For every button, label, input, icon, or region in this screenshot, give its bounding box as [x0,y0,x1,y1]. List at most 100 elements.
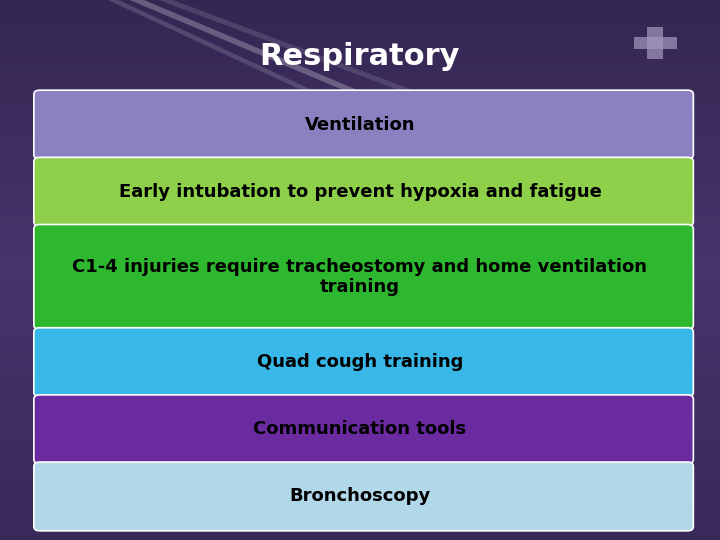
Bar [0,227,720,231]
Bar [0,259,720,263]
Bar [0,61,720,65]
Bar [0,393,720,396]
Bar [0,231,720,234]
Bar [0,263,720,266]
Bar [0,25,720,29]
Bar [0,479,720,482]
Bar [0,414,720,417]
Bar [0,205,720,209]
Bar [0,266,720,270]
Bar [0,536,720,540]
Bar [0,238,720,241]
Bar [0,421,720,425]
FancyBboxPatch shape [634,37,677,49]
Bar [0,126,720,130]
Bar [0,11,720,15]
Bar [0,65,720,69]
Bar [0,123,720,126]
Bar [0,417,720,421]
Bar [0,374,720,378]
Bar [0,285,720,288]
Bar [0,511,720,515]
Bar [0,277,720,281]
Bar [0,93,720,97]
Bar [0,223,720,227]
Bar [0,335,720,339]
Bar [0,184,720,187]
Bar [0,36,720,39]
Bar [0,241,720,245]
Bar [0,356,720,360]
Bar [0,83,720,86]
Bar [0,119,720,123]
Bar [0,216,720,220]
Bar [0,115,720,119]
Bar [0,72,720,76]
Bar [0,432,720,436]
Bar [0,447,720,450]
Bar [0,461,720,464]
Bar [0,349,720,353]
Bar [0,234,720,238]
Bar [0,18,720,22]
Bar [0,457,720,461]
Bar [0,69,720,72]
Bar [0,151,720,155]
Bar [0,385,720,389]
Bar [0,450,720,454]
Bar [0,508,720,511]
Bar [0,32,720,36]
Bar [0,281,720,285]
Polygon shape [130,0,374,97]
Bar [0,522,720,525]
Bar [0,410,720,414]
Bar [0,180,720,184]
FancyBboxPatch shape [34,225,693,329]
Bar [0,493,720,497]
Bar [0,468,720,471]
Bar [0,133,720,137]
Bar [0,288,720,292]
Bar [0,187,720,191]
Bar [0,54,720,58]
Bar [0,137,720,140]
Bar [0,299,720,302]
Bar [0,7,720,11]
Bar [0,209,720,212]
Bar [0,518,720,522]
Bar [0,317,720,320]
FancyBboxPatch shape [34,328,693,396]
Bar [0,194,720,198]
FancyBboxPatch shape [34,395,693,464]
FancyBboxPatch shape [647,27,663,59]
Bar [0,313,720,317]
Bar [0,212,720,216]
Bar [0,248,720,252]
Bar [0,177,720,180]
Bar [0,76,720,79]
Bar [0,403,720,407]
Bar [0,191,720,194]
Bar [0,389,720,393]
Bar [0,270,720,274]
Bar [0,464,720,468]
Bar [0,58,720,61]
Bar [0,50,720,54]
Bar [0,39,720,43]
Bar [0,104,720,108]
Bar [0,363,720,367]
Bar [0,86,720,90]
Bar [0,144,720,147]
Text: Respiratory: Respiratory [260,42,460,71]
Bar [0,43,720,47]
Bar [0,201,720,205]
Text: Quad cough training: Quad cough training [257,353,463,371]
FancyBboxPatch shape [34,157,693,226]
Bar [0,292,720,295]
Bar [0,339,720,342]
Bar [0,130,720,133]
Polygon shape [108,0,328,97]
Bar [0,378,720,382]
Bar [0,140,720,144]
Bar [0,320,720,324]
